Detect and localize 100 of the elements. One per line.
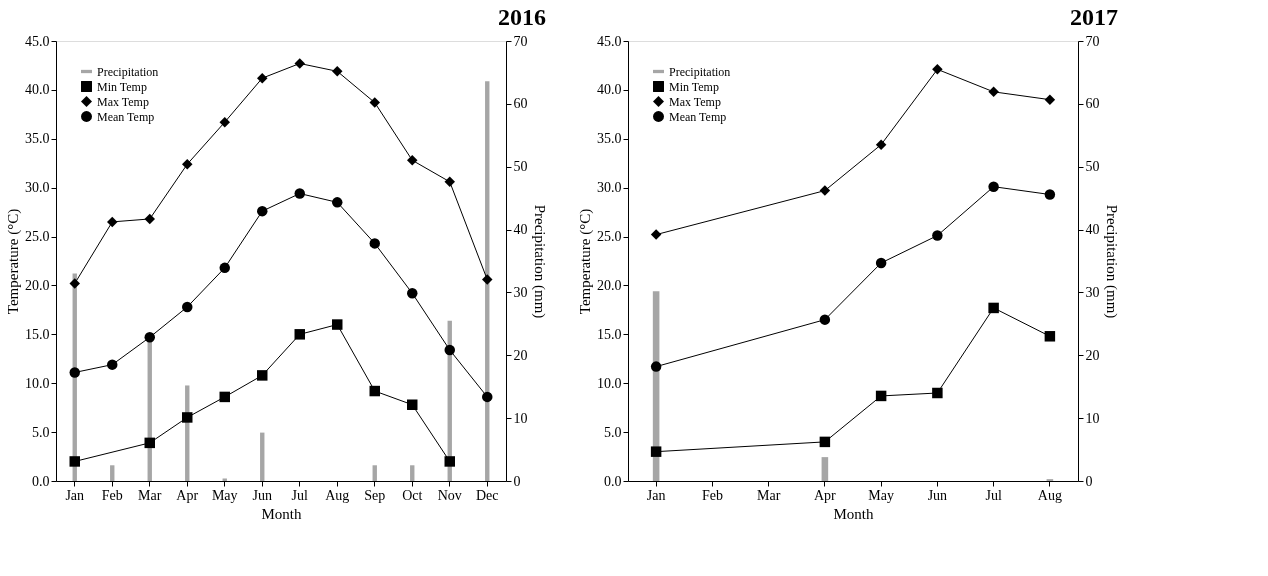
- x-tick-label: Jul: [985, 487, 1002, 503]
- y2-tick-label: 10: [1085, 410, 1100, 426]
- y-tick-label: 45.0: [597, 33, 622, 49]
- y-tick-label: 20.0: [25, 277, 50, 293]
- y-tick-label: 15.0: [25, 326, 50, 342]
- x-tick-label: Apr: [176, 487, 199, 503]
- x-tick-label: May: [211, 487, 238, 503]
- y2-axis-title: Precipitation (mm): [1102, 204, 1120, 319]
- y2-tick-label: 70: [513, 33, 528, 49]
- point: [69, 278, 80, 289]
- point: [407, 155, 418, 166]
- legend-label: Precipitation: [97, 64, 159, 79]
- y-tick-label: 5.0: [32, 424, 50, 440]
- point: [875, 257, 887, 269]
- point: [444, 344, 455, 356]
- point: [69, 456, 80, 467]
- x-tick-label: May: [868, 487, 894, 503]
- y-tick-label: 15.0: [597, 326, 622, 342]
- legend-label: Max Temp: [669, 94, 721, 109]
- y2-tick-label: 40: [513, 222, 528, 238]
- point: [294, 58, 305, 69]
- point: [257, 205, 268, 217]
- point: [219, 262, 230, 274]
- y-tick-label: 20.0: [597, 277, 622, 293]
- point: [932, 387, 943, 399]
- point: [988, 86, 999, 98]
- point: [182, 158, 193, 170]
- x-axis-title: Month: [261, 505, 302, 522]
- y-tick-label: 0.0: [604, 473, 622, 489]
- point: [819, 436, 831, 448]
- point: [369, 385, 380, 397]
- y-tick-label: 30.0: [25, 180, 50, 196]
- y-tick-label: 25.0: [25, 229, 50, 245]
- point: [1044, 94, 1056, 105]
- bar: [260, 432, 265, 481]
- point: [650, 446, 662, 457]
- point: [875, 139, 887, 150]
- y-axis-title: Temperature (°C): [577, 208, 594, 315]
- y-tick-label: 35.0: [25, 131, 50, 147]
- x-tick-label: Feb: [701, 487, 723, 503]
- point: [107, 359, 118, 370]
- x-axis-title: Month: [833, 505, 874, 522]
- y2-tick-label: 40: [1085, 222, 1100, 238]
- x-tick-label: Jun: [927, 487, 948, 503]
- bar: [410, 465, 415, 481]
- x-tick-label: Jun: [252, 487, 272, 503]
- y2-tick-label: 60: [513, 96, 528, 112]
- y-tick-label: 40.0: [597, 82, 622, 98]
- x-tick-label: Sep: [364, 487, 386, 503]
- bar: [110, 465, 115, 481]
- x-tick-label: Nov: [437, 487, 462, 503]
- point: [932, 230, 943, 241]
- point: [257, 370, 268, 381]
- point: [69, 367, 80, 378]
- bar: [372, 465, 377, 481]
- y2-tick-label: 20: [1085, 347, 1100, 363]
- point: [650, 229, 662, 240]
- x-tick-label: Mar: [756, 487, 781, 503]
- point: [332, 319, 343, 330]
- point: [650, 361, 662, 372]
- x-tick-label: Aug: [325, 487, 350, 503]
- y2-tick-label: 0: [513, 473, 521, 489]
- x-tick-label: Oct: [402, 487, 423, 503]
- y-tick-label: 30.0: [597, 180, 622, 196]
- legend-label: Min Temp: [97, 79, 147, 94]
- chart-title: 2017: [1070, 4, 1118, 30]
- bar: [821, 457, 829, 481]
- y2-tick-label: 60: [1085, 96, 1100, 112]
- y2-tick-label: 10: [513, 410, 528, 426]
- point: [332, 66, 343, 77]
- point: [407, 288, 418, 299]
- y2-tick-label: 30: [1085, 284, 1100, 300]
- point: [182, 301, 193, 313]
- y2-tick-label: 0: [1085, 473, 1093, 489]
- point: [875, 390, 887, 402]
- y2-tick-label: 20: [513, 347, 528, 363]
- legend-label: Mean Temp: [669, 109, 727, 124]
- legend-label: Precipitation: [669, 64, 731, 79]
- x-tick-label: Feb: [101, 487, 123, 503]
- point: [1044, 189, 1056, 200]
- x-tick-label: Mar: [138, 487, 162, 503]
- point: [332, 197, 343, 208]
- point: [219, 116, 230, 128]
- y-axis-title: Temperature (°C): [5, 208, 22, 315]
- point: [294, 329, 305, 340]
- y-tick-label: 45.0: [25, 33, 50, 49]
- x-tick-label: Aug: [1037, 487, 1062, 503]
- legend-label: Min Temp: [669, 79, 719, 94]
- bar: [222, 478, 227, 481]
- point: [932, 64, 943, 75]
- point: [819, 314, 831, 325]
- y2-tick-label: 70: [1085, 33, 1100, 49]
- y-tick-label: 35.0: [597, 131, 622, 147]
- y2-axis-title: Precipitation (mm): [530, 204, 548, 319]
- y2-tick-label: 50: [513, 159, 528, 175]
- point: [219, 391, 230, 403]
- point: [369, 238, 380, 249]
- point: [407, 399, 418, 410]
- x-tick-label: Jan: [65, 487, 85, 503]
- point: [182, 412, 193, 423]
